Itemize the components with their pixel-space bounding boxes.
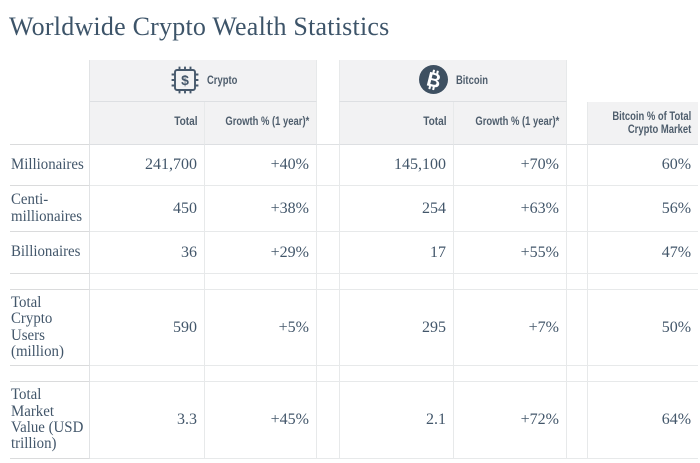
svg-text:$: $ — [182, 72, 190, 88]
